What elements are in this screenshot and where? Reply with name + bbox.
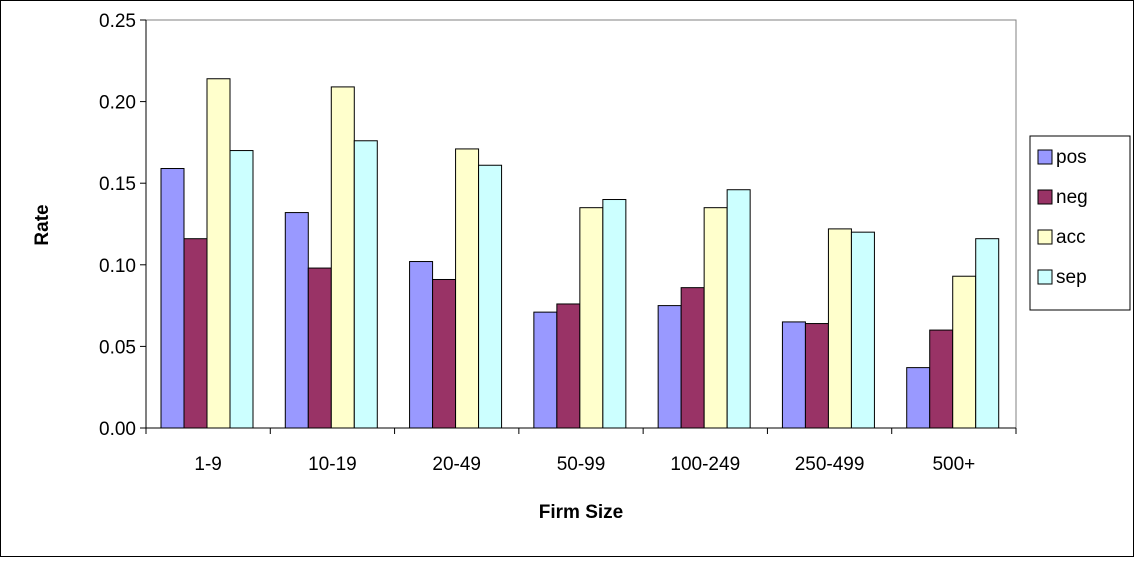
x-tick-label: 10-19 [308, 454, 357, 475]
bar-pos-500+ [906, 367, 931, 429]
x-tick-label: 250-499 [795, 454, 865, 475]
bar-neg-10-19 [307, 267, 332, 429]
bar-pos-10-19 [284, 212, 309, 429]
bar-acc-10-19 [330, 86, 355, 429]
x-tick-label: 20-49 [432, 454, 481, 475]
y-tick-label: 0.05 [99, 337, 136, 358]
bar-pos-100-249 [657, 305, 682, 429]
y-tick-label: 0.25 [99, 11, 136, 32]
legend-swatch-sep [1037, 269, 1053, 285]
x-tick-label: 500+ [932, 454, 975, 475]
legend-label-pos: pos [1056, 147, 1087, 168]
x-tick-label: 100-249 [670, 454, 740, 475]
legend: pos neg acc sep [1029, 135, 1131, 311]
legend-label-neg: neg [1056, 187, 1088, 208]
bar-neg-1-9 [183, 238, 208, 429]
y-tick-label: 0.20 [99, 93, 136, 114]
legend-swatch-pos [1037, 149, 1053, 165]
bar-sep-100-249 [726, 189, 751, 429]
bar-neg-50-99 [556, 303, 581, 429]
bar-acc-500+ [952, 275, 977, 429]
bars-group [160, 78, 1000, 429]
legend-swatch-acc [1037, 229, 1053, 245]
bar-acc-1-9 [206, 78, 231, 429]
bar-sep-50-99 [602, 199, 627, 429]
bar-sep-20-49 [478, 164, 503, 429]
y-tick-label: 0.10 [99, 256, 136, 277]
bar-sep-1-9 [229, 150, 254, 429]
bar-acc-100-249 [703, 207, 728, 429]
axes-group: 0.00 0.05 0.10 0.15 0.20 0.25 1-9 10-19 20-49 50-… [99, 11, 1017, 475]
x-tick-label: 50-99 [557, 454, 606, 475]
y-axis-title: Rate [32, 204, 53, 245]
bar-sep-10-19 [353, 140, 378, 429]
bar-neg-500+ [929, 329, 954, 429]
bar-pos-250-499 [781, 321, 806, 429]
x-tick-label: 1-9 [194, 454, 221, 475]
bar-pos-1-9 [160, 168, 185, 429]
legend-frame [1029, 135, 1131, 311]
bar-pos-20-49 [409, 261, 434, 429]
y-tick-label: 0.00 [99, 419, 136, 440]
y-tick-label: 0.15 [99, 174, 136, 195]
bar-acc-50-99 [579, 207, 604, 429]
legend-label-acc: acc [1056, 227, 1086, 248]
bar-neg-100-249 [680, 287, 705, 429]
bar-acc-20-49 [455, 148, 480, 429]
legend-label-sep: sep [1056, 267, 1087, 288]
bar-sep-500+ [975, 238, 1000, 429]
x-axis-title: Firm Size [539, 502, 623, 523]
bar-sep-250-499 [850, 231, 875, 429]
bar-neg-20-49 [432, 278, 457, 429]
legend-swatch-neg [1037, 189, 1053, 205]
bar-neg-250-499 [804, 323, 829, 429]
bar-pos-50-99 [533, 311, 558, 429]
bar-acc-250-499 [827, 228, 852, 429]
